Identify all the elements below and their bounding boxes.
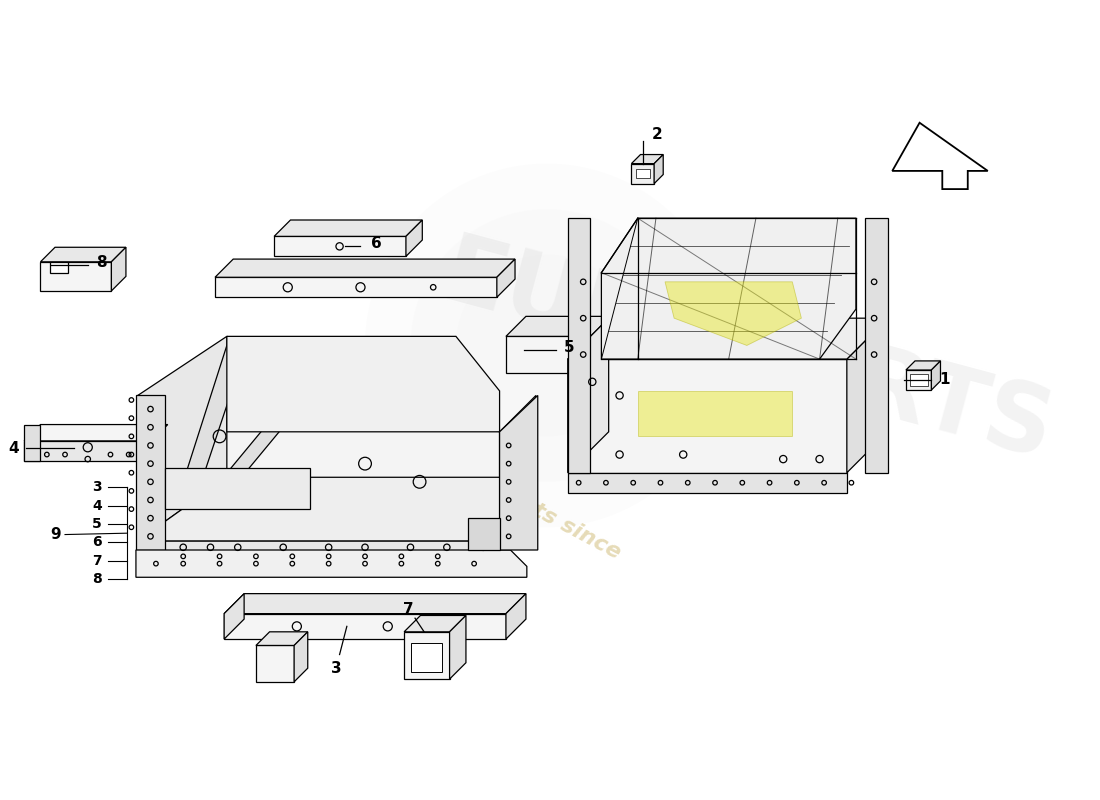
- Polygon shape: [468, 518, 499, 550]
- Polygon shape: [406, 220, 422, 256]
- Polygon shape: [214, 278, 497, 298]
- Polygon shape: [499, 395, 538, 550]
- Polygon shape: [404, 615, 466, 632]
- Polygon shape: [41, 247, 125, 262]
- Circle shape: [365, 164, 728, 527]
- Polygon shape: [184, 346, 246, 482]
- Polygon shape: [227, 336, 499, 432]
- Text: 7: 7: [404, 602, 414, 617]
- Polygon shape: [497, 259, 515, 298]
- Text: 6: 6: [371, 236, 382, 251]
- Polygon shape: [224, 614, 506, 639]
- Polygon shape: [568, 218, 591, 473]
- Polygon shape: [220, 350, 346, 482]
- Text: 3: 3: [331, 661, 341, 676]
- Text: 8: 8: [92, 572, 101, 586]
- Polygon shape: [256, 632, 308, 646]
- Text: EUROPARTS: EUROPARTS: [431, 229, 1063, 480]
- Polygon shape: [136, 550, 527, 578]
- Polygon shape: [50, 262, 68, 273]
- Polygon shape: [666, 282, 802, 346]
- Polygon shape: [932, 361, 940, 390]
- Polygon shape: [638, 391, 792, 436]
- Polygon shape: [906, 361, 940, 370]
- Text: 4: 4: [8, 441, 19, 456]
- Polygon shape: [274, 220, 422, 236]
- Text: 7: 7: [92, 554, 101, 568]
- Circle shape: [410, 209, 683, 482]
- Polygon shape: [910, 374, 927, 386]
- Polygon shape: [568, 318, 888, 359]
- Polygon shape: [138, 336, 227, 541]
- Polygon shape: [224, 594, 526, 614]
- Text: 1: 1: [939, 373, 949, 387]
- Text: 2: 2: [651, 127, 662, 142]
- Text: 6: 6: [92, 535, 101, 550]
- Polygon shape: [631, 164, 654, 184]
- Polygon shape: [615, 316, 635, 373]
- Polygon shape: [654, 154, 663, 184]
- Text: 4: 4: [92, 498, 101, 513]
- Polygon shape: [224, 594, 244, 639]
- Polygon shape: [24, 425, 168, 441]
- Polygon shape: [136, 395, 165, 550]
- Polygon shape: [294, 632, 308, 682]
- Polygon shape: [404, 632, 450, 679]
- Polygon shape: [411, 642, 442, 672]
- Polygon shape: [636, 169, 650, 178]
- Polygon shape: [568, 473, 847, 493]
- Text: 3: 3: [92, 480, 101, 494]
- Polygon shape: [165, 468, 310, 509]
- Polygon shape: [631, 154, 663, 164]
- Polygon shape: [41, 262, 111, 291]
- Polygon shape: [568, 359, 847, 473]
- Polygon shape: [892, 122, 988, 189]
- Polygon shape: [138, 478, 499, 541]
- Polygon shape: [906, 370, 932, 390]
- Polygon shape: [499, 395, 536, 541]
- Polygon shape: [256, 646, 294, 682]
- Polygon shape: [24, 425, 41, 461]
- Polygon shape: [506, 594, 526, 639]
- Text: 5: 5: [564, 340, 575, 354]
- Text: a passion for parts since: a passion for parts since: [342, 401, 625, 563]
- Text: 8: 8: [96, 255, 107, 270]
- Polygon shape: [274, 236, 406, 256]
- Polygon shape: [111, 247, 125, 291]
- Text: 5: 5: [92, 517, 101, 531]
- Polygon shape: [214, 259, 515, 278]
- Polygon shape: [138, 336, 499, 541]
- Polygon shape: [506, 316, 635, 336]
- Polygon shape: [506, 336, 615, 373]
- Polygon shape: [568, 318, 608, 473]
- Polygon shape: [138, 541, 516, 558]
- Polygon shape: [24, 441, 152, 461]
- Polygon shape: [602, 218, 856, 359]
- Polygon shape: [847, 318, 888, 473]
- Text: 9: 9: [51, 527, 62, 542]
- Polygon shape: [450, 615, 466, 679]
- Polygon shape: [865, 218, 888, 473]
